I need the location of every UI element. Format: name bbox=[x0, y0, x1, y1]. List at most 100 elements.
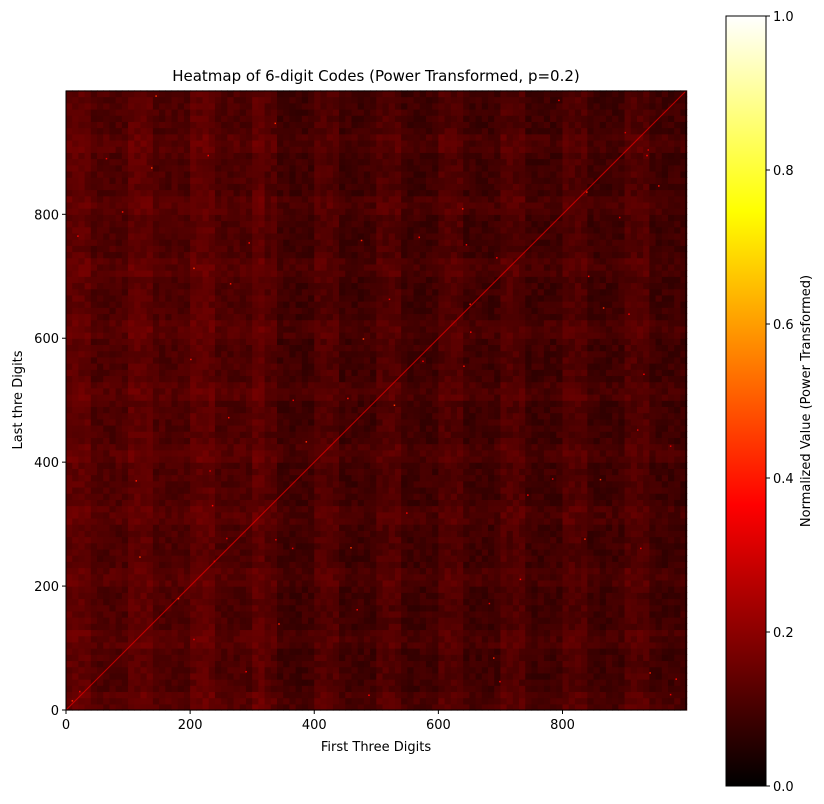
heatmap-cell bbox=[308, 685, 315, 693]
heatmap-cell bbox=[121, 635, 129, 643]
heatmap-cell bbox=[103, 555, 111, 562]
heatmap-cell bbox=[183, 251, 191, 259]
heatmap-cell bbox=[301, 307, 309, 315]
heatmap-cell bbox=[109, 276, 117, 284]
heatmap-cell bbox=[90, 245, 98, 253]
heatmap-cell bbox=[183, 276, 191, 284]
heatmap-cell bbox=[190, 90, 197, 98]
heatmap-cell bbox=[72, 115, 80, 122]
heatmap-cell bbox=[152, 381, 160, 389]
heatmap-cell bbox=[146, 270, 154, 277]
heatmap-cell bbox=[190, 437, 197, 445]
heatmap-cell bbox=[171, 319, 179, 327]
heatmap-cell bbox=[78, 232, 86, 240]
heatmap-cell bbox=[283, 152, 291, 160]
heatmap-cell bbox=[121, 115, 129, 122]
heatmap-cell bbox=[171, 437, 179, 445]
heatmap-cell bbox=[370, 672, 377, 680]
heatmap-cell bbox=[252, 102, 259, 110]
heatmap-cell bbox=[134, 530, 142, 538]
heatmap-cell bbox=[295, 666, 303, 674]
heatmap-cell bbox=[171, 245, 179, 253]
heatmap-cell bbox=[66, 567, 73, 575]
heatmap-cell bbox=[283, 418, 291, 426]
heatmap-cell bbox=[252, 307, 259, 315]
heatmap-cell bbox=[332, 208, 340, 215]
heatmap-cell bbox=[190, 96, 197, 104]
heatmap-cell bbox=[370, 542, 377, 550]
heatmap-cell bbox=[264, 239, 272, 246]
heatmap-cell bbox=[84, 449, 92, 457]
heatmap-cell bbox=[301, 257, 309, 265]
heatmap-cell bbox=[196, 610, 204, 618]
heatmap-cell bbox=[159, 604, 166, 612]
heatmap-cell bbox=[140, 288, 148, 296]
heatmap-cell bbox=[308, 96, 315, 104]
heatmap-cell bbox=[72, 356, 80, 364]
heatmap-cell bbox=[264, 561, 272, 569]
heatmap-cell bbox=[295, 486, 303, 494]
heatmap-cell bbox=[159, 579, 166, 587]
heatmap-cell bbox=[357, 307, 365, 315]
heatmap-cell bbox=[78, 524, 86, 531]
heatmap-cell bbox=[134, 208, 142, 215]
heatmap-cell bbox=[357, 152, 365, 160]
heatmap-cell bbox=[314, 146, 322, 153]
heatmap-cell bbox=[357, 232, 365, 240]
heatmap-cell bbox=[84, 214, 92, 222]
heatmap-cell bbox=[332, 294, 340, 302]
heatmap-cell bbox=[90, 648, 98, 655]
heatmap-cell bbox=[283, 344, 291, 352]
heatmap-cell bbox=[258, 139, 266, 147]
heatmap-cell bbox=[128, 617, 135, 624]
heatmap-cell bbox=[90, 623, 98, 631]
heatmap-cell bbox=[264, 610, 272, 618]
heatmap-cell bbox=[339, 666, 346, 674]
heatmap-cell bbox=[159, 418, 166, 426]
heatmap-cell bbox=[72, 592, 80, 600]
heatmap-cell bbox=[363, 573, 371, 581]
heatmap-cell bbox=[363, 108, 371, 116]
heatmap-cell bbox=[78, 195, 86, 203]
heatmap-cell bbox=[252, 666, 259, 674]
heatmap-cell bbox=[171, 201, 179, 209]
heatmap-cell bbox=[283, 412, 291, 420]
heatmap-cell bbox=[351, 282, 359, 290]
heatmap-cell bbox=[196, 443, 204, 451]
heatmap-cell bbox=[363, 307, 371, 315]
heatmap-cell bbox=[165, 307, 173, 315]
heatmap-cell bbox=[159, 555, 166, 562]
heatmap-cell bbox=[239, 344, 247, 352]
heatmap-cell bbox=[177, 270, 185, 277]
heatmap-cell bbox=[190, 307, 197, 315]
heatmap-cell bbox=[97, 319, 104, 327]
heatmap-cell bbox=[72, 629, 80, 637]
heatmap-cell bbox=[140, 356, 148, 364]
heatmap-cell bbox=[140, 542, 148, 550]
heatmap-cell bbox=[357, 697, 365, 705]
heatmap-cell bbox=[252, 703, 259, 711]
heatmap-cell bbox=[66, 338, 73, 346]
heatmap-cell bbox=[363, 387, 371, 395]
heatmap-cell bbox=[78, 648, 86, 655]
heatmap-cell bbox=[283, 201, 291, 209]
heatmap-cell bbox=[146, 536, 154, 544]
heatmap-cell bbox=[345, 288, 353, 296]
heatmap-cell bbox=[159, 685, 166, 693]
heatmap-cell bbox=[121, 108, 129, 116]
heatmap-cell bbox=[345, 573, 353, 581]
heatmap-cell bbox=[233, 635, 241, 643]
heatmap-cell bbox=[190, 412, 197, 420]
heatmap-cell bbox=[357, 263, 365, 271]
heatmap-cell bbox=[301, 623, 309, 631]
heatmap-cell bbox=[115, 536, 123, 544]
heatmap-cell bbox=[103, 424, 111, 432]
heatmap-cell bbox=[90, 474, 98, 482]
heatmap-cell bbox=[72, 567, 80, 575]
heatmap-cell bbox=[308, 294, 315, 302]
heatmap-cell bbox=[239, 486, 247, 494]
heatmap-cell bbox=[264, 319, 272, 327]
heatmap-cell bbox=[227, 133, 235, 141]
heatmap-cell bbox=[152, 369, 160, 377]
heatmap-cell bbox=[159, 548, 166, 556]
